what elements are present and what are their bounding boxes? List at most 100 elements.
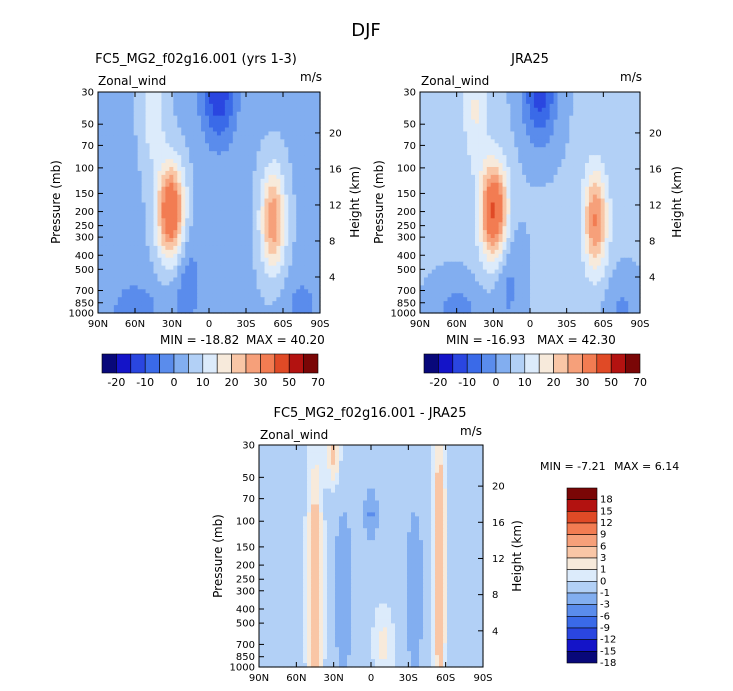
field-cell [557,99,563,105]
field-cell [209,277,214,283]
field-cell [209,218,214,223]
field-cell [292,182,297,188]
field-cell [98,218,103,223]
field-cell [565,198,570,204]
field-cell [514,143,519,148]
field-cell [292,206,297,211]
field-cell [420,155,425,160]
field-cell [137,178,143,184]
field-cell [506,186,511,192]
field-cell [478,178,484,184]
field-cell [209,214,214,219]
field-cell [510,147,515,152]
field-cell [268,281,274,286]
field-cell [220,301,226,306]
field-cell [435,95,441,101]
field-cell [451,119,456,125]
field-cell [510,107,515,113]
field-cell [244,119,250,125]
field-cell [569,214,574,219]
field-cell [205,218,210,223]
field-cell [129,139,135,144]
field-cell [240,107,246,113]
field-cell [482,198,488,204]
field-cell [212,214,218,219]
field-cell [451,178,456,184]
field-cell [443,115,449,121]
field-cell [435,174,441,180]
field-cell [620,155,625,160]
field-cell [300,277,305,283]
field-cell [109,163,115,168]
field-cell [296,174,301,180]
field-cell [224,238,230,243]
field-cell [169,234,174,239]
field-cell [137,182,143,188]
field-cell [276,139,281,144]
field-cell [113,139,119,144]
field-cell [189,95,194,101]
field-cell [581,135,586,140]
field-cell [125,273,131,279]
right-axis-label-model: Height (km) [348,166,362,237]
field-cell [113,206,119,211]
field-cell [280,115,285,121]
field-cell [557,202,563,208]
field-cell [292,115,297,121]
field-cell [510,127,515,133]
field-cell [133,127,139,133]
field-cell [125,194,131,200]
field-cell [228,301,234,306]
field-cell [628,182,633,188]
field-cell [185,99,190,105]
x-tick-label: 90S [310,319,329,330]
field-cell [545,135,551,140]
field-cell [510,163,515,168]
field-cell [431,127,437,133]
field-cell [620,123,625,129]
field-cell [506,119,511,125]
field-cell [624,107,629,113]
field-cell [620,166,625,172]
field-cell [272,194,277,200]
field-cell [467,123,472,129]
field-cell [280,103,285,109]
field-cell [553,135,559,140]
field-cell [117,214,123,219]
field-cell [592,206,598,211]
field-cell [588,163,594,168]
field-cell [288,170,293,176]
field-cell [252,226,258,231]
field-cell [526,99,531,105]
field-cell [248,178,254,184]
field-cell [244,92,250,97]
field-cell [296,269,301,275]
field-cell [228,123,234,129]
field-cell [502,95,508,101]
field-cell [149,257,155,263]
field-cell [284,281,289,286]
field-cell [533,103,539,109]
field-cell [109,265,115,271]
field-cell [447,202,453,208]
field-cell [514,186,519,192]
field-cell [471,92,476,97]
field-cell [105,123,111,129]
field-cell [592,210,598,215]
field-cell [133,281,139,286]
field-cell [137,163,143,168]
field-cell [153,261,159,267]
field-cell [98,186,103,192]
field-cell [304,238,309,243]
field-cell [549,135,555,140]
field-cell [486,206,492,211]
field-cell [252,265,258,271]
field-cell [141,269,147,275]
field-cell [236,234,242,239]
field-cell [161,281,166,286]
field-cell [284,99,289,105]
field-cell [161,95,166,101]
field-cell [181,230,186,235]
field-cell [280,230,285,235]
field-cell [197,297,202,302]
